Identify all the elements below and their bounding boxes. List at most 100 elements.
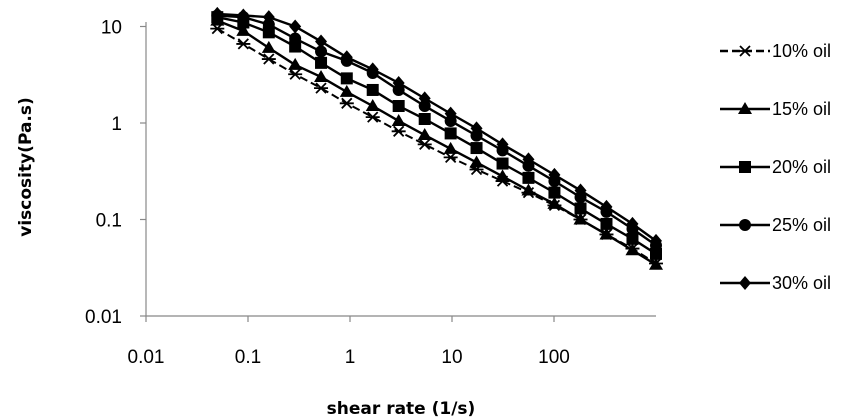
data-point — [339, 97, 354, 109]
data-point — [548, 167, 561, 182]
data-point — [496, 157, 509, 170]
x-tick-label: 0.1 — [235, 347, 261, 368]
y-axis-title: viscosity(Pa.s) — [16, 97, 36, 237]
data-point — [339, 84, 354, 97]
data-point — [470, 142, 483, 155]
legend-item: 15% oil — [720, 99, 831, 119]
data-point — [315, 34, 328, 49]
series-10-oil — [210, 23, 663, 270]
x-tick-label: 100 — [538, 347, 570, 368]
data-point — [236, 23, 251, 36]
series-25-oil — [211, 9, 662, 252]
data-point — [289, 32, 302, 45]
legend-item: 25% oil — [720, 215, 831, 235]
series-15-oil — [210, 13, 663, 270]
data-point — [522, 171, 535, 184]
data-point — [417, 138, 432, 151]
data-point — [521, 183, 536, 196]
legend-label: 25% oil — [772, 215, 831, 235]
legend-label: 20% oil — [772, 157, 831, 177]
series-line — [217, 14, 657, 247]
data-point — [547, 196, 562, 209]
x-tick-label: 10 — [441, 347, 462, 368]
x-tick-label: 0.01 — [128, 347, 165, 368]
x-axis-ticks: 0.01 0.1 1 10 100 — [128, 316, 570, 368]
series-line — [216, 19, 657, 266]
data-point — [600, 217, 613, 230]
data-point — [366, 83, 379, 96]
data-point — [650, 247, 662, 260]
data-point — [340, 50, 353, 65]
data-point — [626, 232, 639, 245]
y-tick-label: 0.01 — [85, 307, 122, 328]
data-point — [392, 75, 405, 90]
data-point — [495, 169, 510, 182]
data-point — [236, 38, 251, 50]
data-point — [262, 18, 275, 31]
data-point — [599, 227, 614, 240]
y-tick-label: 0.1 — [96, 211, 122, 232]
y-tick-label: 1 — [111, 114, 122, 135]
data-point — [261, 40, 276, 53]
data-point — [315, 45, 328, 58]
data-point — [443, 141, 458, 154]
data-point — [418, 113, 431, 126]
data-point — [444, 127, 457, 140]
series-line — [216, 27, 657, 265]
data-point — [470, 129, 483, 142]
data-point — [444, 106, 457, 121]
data-point — [574, 183, 587, 198]
data-point — [443, 151, 458, 164]
data-point — [365, 99, 380, 112]
data-point — [600, 199, 613, 214]
data-point — [496, 137, 509, 152]
legend-item: 30% oil — [720, 273, 831, 293]
data-point — [649, 257, 663, 270]
x-tick-label: 1 — [345, 347, 356, 368]
data-point — [288, 57, 303, 70]
data-point — [365, 111, 380, 123]
legend-label: 15% oil — [772, 99, 831, 119]
data-point — [625, 243, 640, 256]
legend-marker — [739, 161, 751, 173]
legend: 10% oil 15% oil 20% oil 25% oil 30% oil — [720, 41, 831, 293]
data-point — [211, 6, 224, 21]
data-point — [314, 82, 329, 94]
data-point — [548, 186, 561, 199]
data-point — [392, 100, 405, 113]
data-point — [522, 152, 535, 167]
data-point — [340, 72, 353, 85]
data-point — [391, 113, 406, 126]
series-layer — [210, 6, 663, 270]
data-point — [418, 91, 431, 106]
series-line — [217, 15, 657, 255]
data-point — [417, 128, 432, 141]
data-point — [315, 56, 328, 69]
data-point — [392, 83, 405, 96]
legend-marker — [738, 102, 752, 114]
data-point — [573, 212, 588, 225]
legend-label: 30% oil — [772, 273, 831, 293]
legend-item: 10% oil — [720, 41, 831, 61]
data-point — [470, 121, 483, 136]
data-point — [444, 114, 457, 127]
series-30-oil — [211, 6, 662, 248]
data-point — [574, 202, 587, 215]
legend-item: 20% oil — [720, 157, 831, 177]
data-point — [626, 216, 639, 231]
legend-marker — [739, 219, 751, 231]
data-point — [469, 155, 484, 168]
data-point — [391, 125, 406, 137]
data-point — [237, 8, 250, 23]
data-point — [314, 69, 329, 82]
data-point — [366, 62, 379, 77]
data-point — [418, 100, 431, 113]
y-axis-ticks: 0.01 0.1 1 10 — [85, 18, 146, 328]
legend-marker — [738, 45, 752, 57]
y-tick-label: 10 — [101, 18, 122, 39]
data-point — [650, 233, 662, 248]
data-point — [289, 19, 302, 34]
series-line — [217, 12, 657, 242]
data-point — [262, 10, 275, 25]
